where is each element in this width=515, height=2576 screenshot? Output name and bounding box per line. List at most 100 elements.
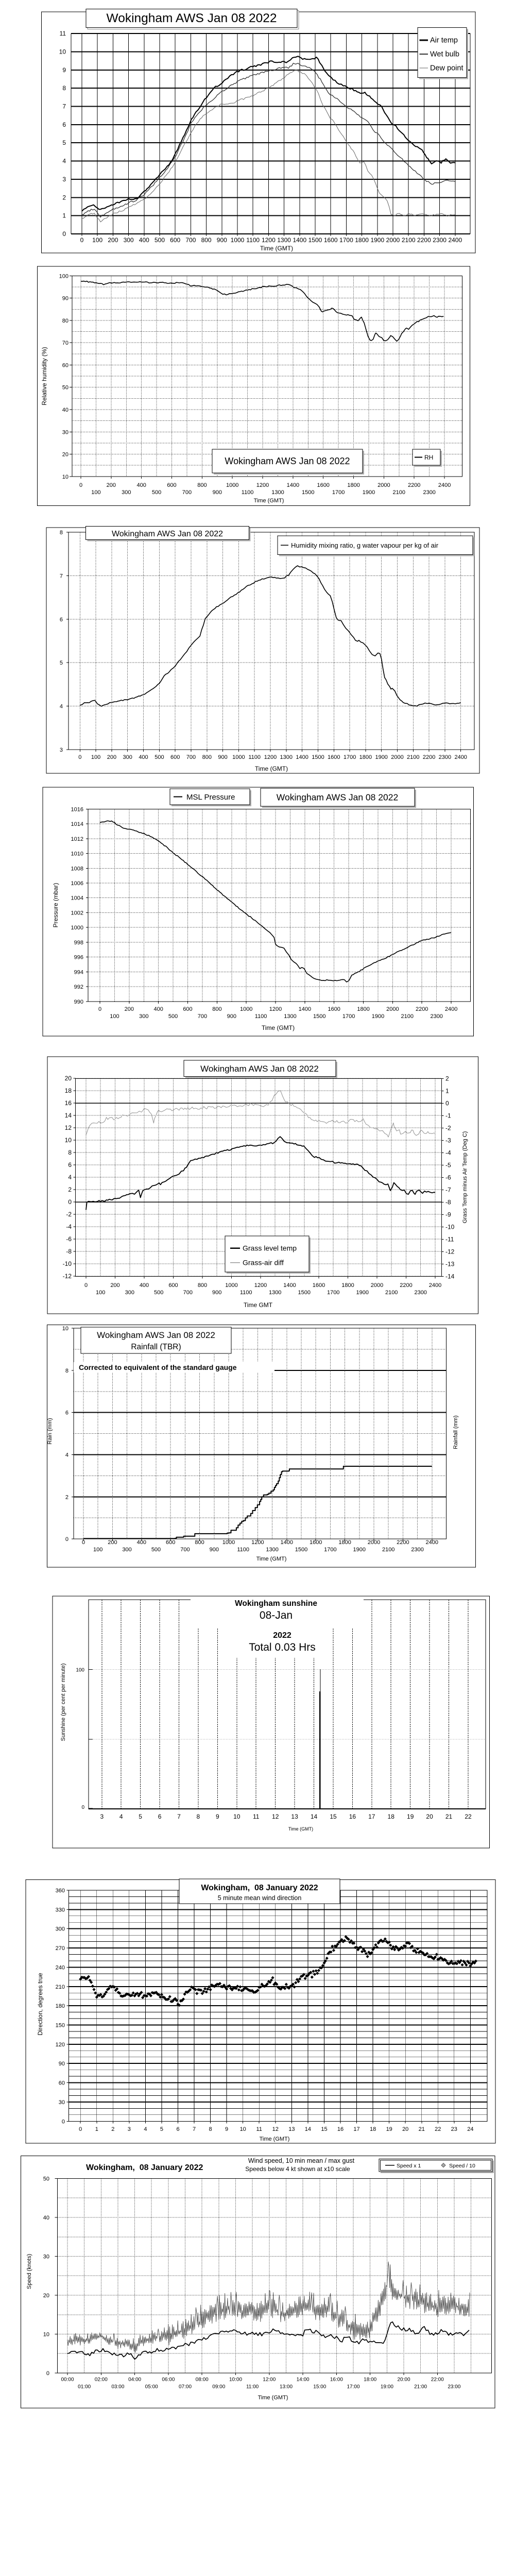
svg-text:1100: 1100 xyxy=(237,1547,249,1553)
svg-text:8: 8 xyxy=(65,1368,68,1374)
svg-text:13: 13 xyxy=(288,2126,295,2132)
svg-text:40: 40 xyxy=(43,2215,49,2221)
svg-text:Wokingham AWS Jan 08 2022: Wokingham AWS Jan 08 2022 xyxy=(112,530,223,538)
svg-text:0: 0 xyxy=(82,1539,85,1546)
svg-text:9: 9 xyxy=(225,2126,228,2132)
svg-text:10: 10 xyxy=(233,1813,241,1820)
svg-text:600: 600 xyxy=(170,236,180,244)
svg-text:2200: 2200 xyxy=(400,1282,412,1289)
svg-text:2100: 2100 xyxy=(407,754,419,760)
svg-text:700: 700 xyxy=(185,236,196,244)
svg-text:1600: 1600 xyxy=(324,236,338,244)
svg-text:19:00: 19:00 xyxy=(381,2384,393,2390)
svg-text:1600: 1600 xyxy=(317,482,329,488)
svg-text:1600: 1600 xyxy=(328,754,340,760)
svg-text:30: 30 xyxy=(62,429,68,435)
svg-text:300: 300 xyxy=(123,754,132,760)
svg-text:Speed / 10: Speed / 10 xyxy=(449,2163,475,2169)
svg-text:Air temp: Air temp xyxy=(430,37,458,45)
svg-text:1400: 1400 xyxy=(281,1539,293,1546)
svg-text:1300: 1300 xyxy=(280,754,293,760)
svg-text:Wokingham AWS Jan 08 2022: Wokingham AWS Jan 08 2022 xyxy=(107,11,277,25)
svg-text:-14: -14 xyxy=(445,1273,455,1280)
svg-text:600: 600 xyxy=(170,754,180,760)
svg-text:200: 200 xyxy=(107,754,116,760)
svg-text:16:00: 16:00 xyxy=(330,2377,343,2383)
svg-text:20:00: 20:00 xyxy=(397,2377,410,2383)
svg-text:2200: 2200 xyxy=(416,1006,428,1012)
svg-text:3: 3 xyxy=(100,1813,104,1820)
svg-text:1012: 1012 xyxy=(71,836,83,842)
svg-text:13:00: 13:00 xyxy=(280,2384,293,2390)
svg-text:4: 4 xyxy=(119,1813,123,1820)
svg-text:10: 10 xyxy=(65,1137,72,1144)
svg-text:-6: -6 xyxy=(445,1174,451,1181)
svg-text:300: 300 xyxy=(125,1290,134,1296)
svg-text:2300: 2300 xyxy=(414,1290,426,1296)
svg-text:Grass level temp: Grass level temp xyxy=(243,1244,297,1252)
svg-text:1800: 1800 xyxy=(338,1539,351,1546)
svg-text:3: 3 xyxy=(60,747,63,753)
svg-text:-13: -13 xyxy=(445,1261,455,1268)
svg-text:Time (GMT): Time (GMT) xyxy=(258,2395,288,2401)
svg-text:Wokingham AWS Jan 08 2022: Wokingham AWS Jan 08 2022 xyxy=(225,456,350,466)
svg-text:1200: 1200 xyxy=(256,482,269,488)
svg-text:Time (GMT): Time (GMT) xyxy=(254,498,284,504)
svg-text:1900: 1900 xyxy=(375,754,387,760)
svg-text:21: 21 xyxy=(445,1813,453,1820)
svg-text:800: 800 xyxy=(198,1282,207,1289)
svg-text:Wokingham, 08 January 2022: Wokingham, 08 January 2022 xyxy=(201,1884,318,1892)
svg-text:5: 5 xyxy=(62,139,66,146)
svg-text:30: 30 xyxy=(59,2099,65,2106)
svg-text:2400: 2400 xyxy=(448,236,462,244)
svg-text:6: 6 xyxy=(60,617,63,623)
svg-text:998: 998 xyxy=(74,940,83,946)
svg-text:Wokingham sunshine: Wokingham sunshine xyxy=(235,1599,317,1608)
svg-text:22: 22 xyxy=(465,1813,472,1820)
svg-text:06:00: 06:00 xyxy=(162,2377,175,2383)
svg-text:Time (GMT): Time (GMT) xyxy=(255,765,288,772)
svg-text:400: 400 xyxy=(139,236,149,244)
svg-text:18: 18 xyxy=(388,1813,395,1820)
svg-text:17:00: 17:00 xyxy=(347,2384,359,2390)
svg-text:2: 2 xyxy=(68,1186,72,1193)
svg-text:100: 100 xyxy=(91,489,100,496)
svg-text:2: 2 xyxy=(65,1494,68,1500)
svg-text:700: 700 xyxy=(182,489,192,496)
svg-text:Time (GMT): Time (GMT) xyxy=(260,245,293,252)
svg-text:09:00: 09:00 xyxy=(212,2384,225,2390)
svg-text:4: 4 xyxy=(144,2126,147,2132)
svg-text:400: 400 xyxy=(137,482,146,488)
svg-text:Corrected to equivalent of the: Corrected to equivalent of the standard … xyxy=(79,1363,237,1371)
svg-text:15:00: 15:00 xyxy=(313,2384,326,2390)
svg-text:300: 300 xyxy=(124,236,134,244)
svg-text:07:00: 07:00 xyxy=(179,2384,192,2390)
svg-text:200: 200 xyxy=(108,236,118,244)
svg-text:Relative humidity (%): Relative humidity (%) xyxy=(41,347,48,405)
svg-text:1014: 1014 xyxy=(71,821,83,827)
svg-text:1006: 1006 xyxy=(71,880,83,887)
svg-text:1700: 1700 xyxy=(342,1013,355,1020)
svg-text:990: 990 xyxy=(74,999,83,1005)
svg-text:1100: 1100 xyxy=(240,1290,252,1296)
svg-text:300: 300 xyxy=(56,1926,65,1933)
svg-text:900: 900 xyxy=(213,489,222,496)
svg-text:0: 0 xyxy=(79,2126,82,2132)
svg-text:Wokingham, 08 January 2022: Wokingham, 08 January 2022 xyxy=(86,2163,203,2172)
svg-text:1000: 1000 xyxy=(232,754,245,760)
svg-text:21: 21 xyxy=(419,2126,425,2132)
svg-text:Total 0.03 Hrs: Total 0.03 Hrs xyxy=(249,1641,316,1653)
svg-text:900: 900 xyxy=(212,1290,221,1296)
svg-text:2200: 2200 xyxy=(417,236,431,244)
svg-text:7: 7 xyxy=(177,1813,181,1820)
svg-text:4: 4 xyxy=(62,158,66,165)
svg-text:7: 7 xyxy=(193,2126,196,2132)
svg-text:7: 7 xyxy=(62,103,66,110)
svg-text:100: 100 xyxy=(76,1668,84,1673)
svg-text:2400: 2400 xyxy=(426,1539,438,1546)
svg-text:2000: 2000 xyxy=(386,236,400,244)
svg-text:12: 12 xyxy=(272,1813,279,1820)
svg-text:1700: 1700 xyxy=(332,489,345,496)
svg-text:1300: 1300 xyxy=(284,1013,296,1020)
svg-text:0: 0 xyxy=(81,1805,84,1810)
